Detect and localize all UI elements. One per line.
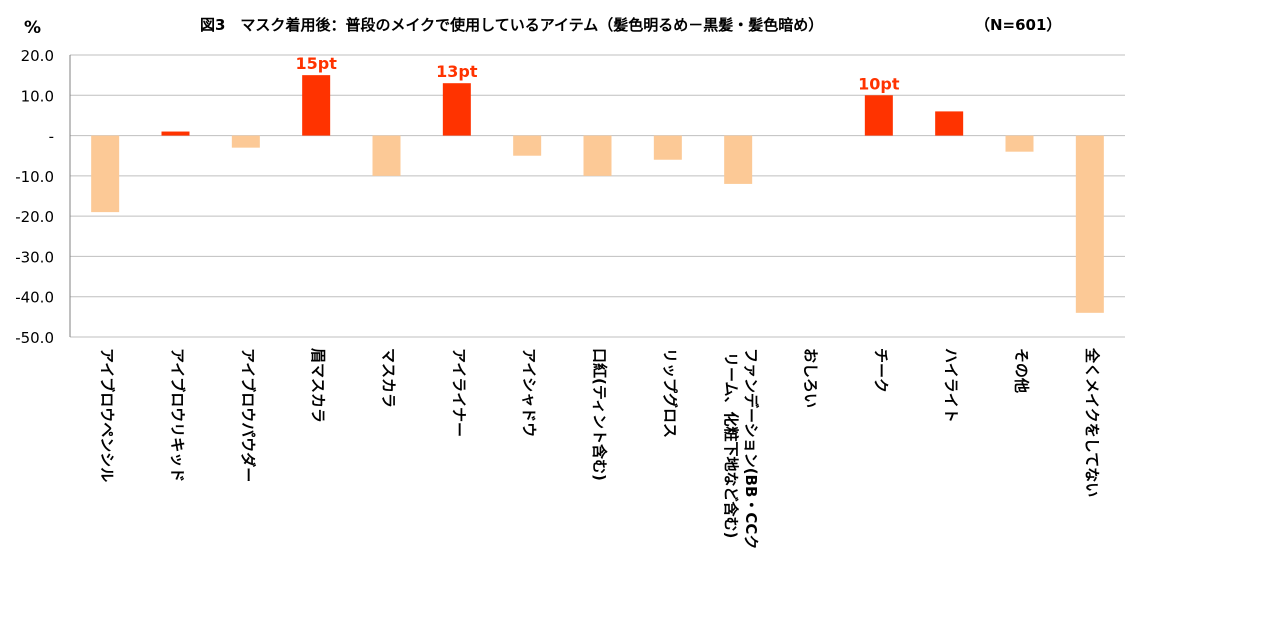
annotations: 15pt 13pt 10pt — [295, 54, 899, 93]
bar — [724, 135, 753, 184]
y-tick-label: 10.0 — [21, 87, 54, 105]
data-annotation: 10pt — [858, 74, 900, 93]
gridlines — [70, 54, 1125, 338]
x-tick-label: リップグロス — [661, 348, 679, 438]
y-tick-label: - — [49, 128, 54, 146]
bar — [1005, 135, 1034, 152]
x-tick-label-line1: ファンデーション(BB・CCク — [742, 348, 760, 549]
x-tick-label: おしろい — [802, 348, 820, 408]
data-annotation: 13pt — [436, 62, 478, 81]
bar — [583, 135, 612, 176]
x-tick-label: チーク — [872, 348, 890, 393]
y-tick-label: -40.0 — [15, 289, 54, 307]
chart-title: 図3 マスク着用後：普段のメイクで使用しているアイテム（髪色明るめ－黒髪・髪色暗… — [200, 16, 823, 34]
chart-subtitle: （N=601） — [975, 16, 1061, 34]
bar — [91, 135, 120, 213]
bar — [513, 135, 542, 156]
x-tick-labels: アイブロウペンシル アイブロウリキッド アイブロウパウダー 眉マスカラ マスカラ アイライ… — [98, 347, 1101, 549]
bars — [91, 75, 1104, 313]
x-tick-label: アイライナー — [450, 348, 468, 437]
bar — [231, 135, 260, 148]
x-tick-label: アイブロウパウダー — [239, 348, 257, 482]
bar — [442, 83, 471, 136]
x-tick-label: アイシャドウ — [520, 348, 538, 437]
x-tick-label: 全くメイクをしてない — [1083, 347, 1101, 497]
x-tick-label: その他 — [1013, 348, 1031, 393]
y-tick-labels: 20.0 10.0 - -10.0 -20.0 -30.0 -40.0 -50.0 — [15, 47, 54, 347]
bar — [302, 75, 331, 136]
x-tick-label: 口紅(ティント含む) — [591, 348, 609, 481]
y-tick-label: -10.0 — [15, 168, 54, 186]
x-tick-label: 眉マスカラ — [309, 348, 327, 423]
x-tick-label: マスカラ — [380, 348, 398, 408]
bar — [1075, 135, 1104, 313]
x-tick-label: アイブロウペンシル — [98, 348, 116, 482]
x-tick-label: アイブロウリキッド — [169, 348, 187, 482]
y-tick-label: -50.0 — [15, 329, 54, 347]
bar — [161, 131, 190, 136]
bar — [864, 95, 893, 136]
bar — [653, 135, 682, 160]
bar — [372, 135, 401, 176]
x-tick-label: ハイライト — [942, 348, 960, 423]
y-axis-unit-label: % — [24, 18, 41, 38]
bar — [935, 111, 964, 136]
x-tick-label-line2: リーム、化粧下地など含む) — [722, 352, 740, 538]
y-tick-label: 20.0 — [21, 47, 54, 65]
data-annotation: 15pt — [295, 54, 337, 73]
y-tick-label: -30.0 — [15, 248, 54, 266]
y-tick-label: -20.0 — [15, 208, 54, 226]
